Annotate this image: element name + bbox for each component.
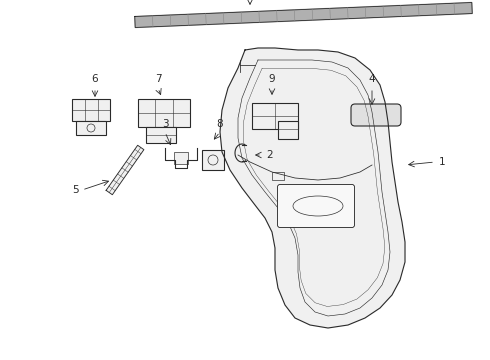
Bar [138, 99, 190, 127]
Bar [146, 127, 176, 143]
Text: 4: 4 [368, 74, 375, 84]
Bar [278, 121, 298, 139]
Text: 9: 9 [269, 74, 275, 84]
Bar [76, 121, 106, 135]
Bar [272, 172, 284, 180]
Polygon shape [106, 145, 144, 195]
FancyBboxPatch shape [277, 184, 354, 228]
Text: 5: 5 [73, 185, 79, 195]
Bar [202, 150, 224, 170]
Bar [174, 152, 188, 164]
Text: 3: 3 [162, 119, 168, 129]
Text: 6: 6 [92, 74, 98, 84]
Polygon shape [220, 48, 405, 328]
FancyBboxPatch shape [351, 104, 401, 126]
Text: 1: 1 [439, 157, 445, 167]
Text: 7: 7 [155, 74, 161, 84]
Text: 2: 2 [266, 150, 272, 160]
Bar [72, 99, 110, 121]
Bar [252, 103, 298, 129]
Polygon shape [135, 3, 472, 27]
Text: 8: 8 [217, 119, 223, 129]
